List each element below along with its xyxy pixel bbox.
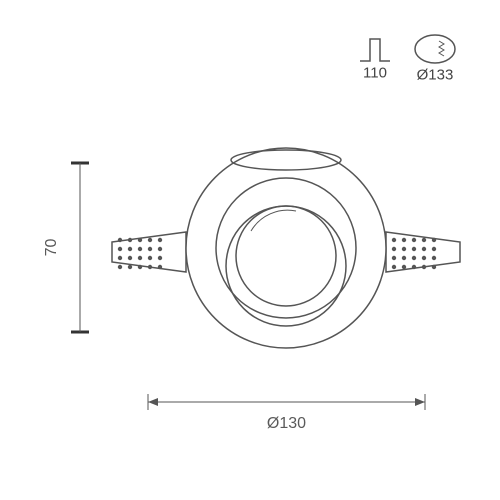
bracket-hole	[402, 238, 406, 242]
dim-height-label: 70	[43, 239, 60, 257]
bracket-hole	[412, 247, 416, 251]
bracket-hole	[432, 238, 436, 242]
bracket-hole	[422, 247, 426, 251]
bracket-hole	[148, 256, 152, 260]
bracket-hole	[422, 265, 426, 269]
bracket-hole	[392, 256, 396, 260]
bracket-hole	[138, 247, 142, 251]
cutout-icon-label: 110	[363, 64, 387, 81]
bracket-hole	[158, 256, 162, 260]
bulb-icon	[415, 35, 455, 63]
bracket-hole	[412, 265, 416, 269]
bracket-hole	[392, 238, 396, 242]
bracket-hole	[148, 265, 152, 269]
bracket-hole	[158, 238, 162, 242]
bracket-hole	[402, 256, 406, 260]
cutout-profile-icon	[360, 39, 390, 61]
bracket-hole	[432, 256, 436, 260]
bracket-hole	[432, 265, 436, 269]
bracket-hole	[402, 247, 406, 251]
bracket-hole	[412, 256, 416, 260]
bracket-hole	[138, 238, 142, 242]
bracket-hole	[118, 265, 122, 269]
bracket-hole	[432, 247, 436, 251]
bracket-hole	[392, 247, 396, 251]
bracket-hole	[158, 265, 162, 269]
dim-width-arrow-left	[148, 398, 158, 406]
bracket-hole	[128, 247, 132, 251]
bracket-hole	[148, 238, 152, 242]
bracket-hole	[128, 256, 132, 260]
bracket-hole	[402, 265, 406, 269]
bracket-hole	[422, 256, 426, 260]
bracket-hole	[138, 265, 142, 269]
bracket-hole	[158, 247, 162, 251]
bulb-filament-icon	[439, 41, 444, 56]
bracket-hole	[138, 256, 142, 260]
bracket-hole	[118, 238, 122, 242]
dim-width-label: Ø130	[267, 415, 306, 432]
bracket-hole	[148, 247, 152, 251]
bracket-hole	[392, 265, 396, 269]
bracket-hole	[412, 238, 416, 242]
bracket-hole	[422, 238, 426, 242]
dim-width-arrow-right	[415, 398, 425, 406]
bulb-icon-label: Ø133	[417, 66, 454, 83]
bracket-hole	[118, 256, 122, 260]
bracket-hole	[118, 247, 122, 251]
bracket-hole	[128, 238, 132, 242]
bracket-hole	[128, 265, 132, 269]
